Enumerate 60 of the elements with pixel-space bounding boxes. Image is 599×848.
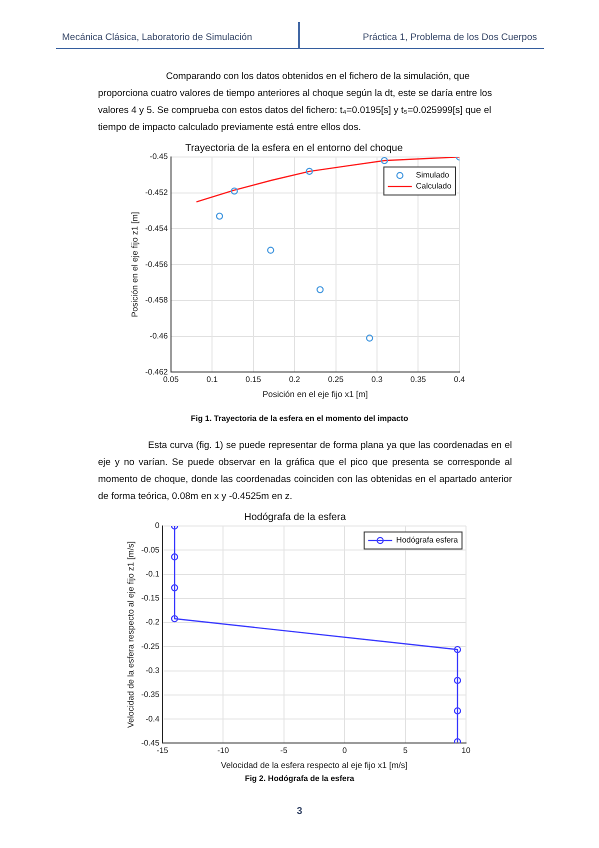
- x-tick-label: 0.3: [371, 375, 384, 384]
- x-tick-label: 10: [462, 746, 471, 756]
- y-tick-label: -0.35: [141, 690, 160, 700]
- point: [454, 646, 462, 654]
- point: [170, 553, 178, 560]
- y-tick-label: -0.1: [146, 569, 160, 578]
- x-axis-title: Posición en el eje fijo x1 [m]: [262, 389, 368, 400]
- chart-title: Trayectoria de la esfera en el entorno del choque: [185, 142, 404, 154]
- x-tick-label: 0: [342, 746, 348, 756]
- y-axis-title: Posición en el eje fijo z1 [m]: [129, 212, 140, 318]
- x-tick-label: 5: [403, 746, 408, 756]
- point: [366, 334, 374, 342]
- point: [454, 676, 462, 684]
- y-tick-label: -0.454: [145, 224, 168, 233]
- legend-label: Calculado: [416, 182, 452, 191]
- point: [306, 168, 313, 175]
- y-tick-label: -0.458: [145, 296, 168, 305]
- x-tick-label: 0.15: [246, 375, 262, 384]
- y-tick-label: -0.45: [141, 738, 160, 748]
- text: Mecánica Clásica, Laboratorio de Simulación: [62, 32, 252, 43]
- point: [380, 157, 388, 164]
- point: [230, 187, 238, 195]
- caption: Fig 2. Hodógrafa de la esfera: [244, 774, 356, 783]
- x-tick-label: 0.2: [288, 375, 301, 384]
- text: Comparando con los datos obtenidos en el fichero de la simulación, que proporciona cuatro valores de tiempo anteriores al choque según la dt, este se daría entre los valores 4 y 5. Se comprueba con estos datos del fichero: t₄=0.0195[s] y t₅=0.025999[s] que el tiempo de impacto calculado previamente está entre ellos dos.: [98, 70, 493, 135]
- x-tick-label: 0.25: [328, 375, 344, 384]
- y-tick-label: -0.4: [146, 714, 160, 724]
- y-tick-label: -0.462: [145, 367, 168, 376]
- x-tick-label: -5: [280, 746, 288, 756]
- text: Esta curva (fig. 1) se puede representar de forma plana ya que las coordenadas en el eje y no varían. Se puede observar en la gráfica que el pico que presenta se corresponde al momento de choque, donde las coordenadas coinciden con las obtenidas en el apartado anterior de forma teórica, 0.08m en x y -0.4525m en z.: [98, 439, 512, 504]
- point: [267, 246, 274, 254]
- text: Práctica 1, Problema de los Dos Cuerpos: [362, 32, 537, 43]
- y-tick-label: -0.05: [141, 545, 160, 554]
- x-tick-label: 0.1: [206, 375, 218, 384]
- y-tick-label: -0.2: [146, 618, 160, 627]
- y-tick-label: -0.456: [145, 260, 168, 269]
- x-tick-label: -10: [217, 746, 230, 756]
- y-tick-label: -0.46: [150, 332, 168, 341]
- y-axis-title: Velocidad de la esfera respecto al eje fijo z1 [m/s]: [125, 541, 136, 728]
- y-tick-label: -0.15: [141, 594, 160, 603]
- point: [216, 212, 224, 220]
- text: 3: [296, 806, 304, 817]
- y-tick-label: -0.452: [145, 188, 168, 198]
- point: [454, 707, 462, 714]
- y-tick-label: 0: [154, 521, 160, 530]
- point: [316, 286, 324, 294]
- x-tick-label: 0.05: [163, 375, 180, 384]
- y-tick-label: -0.25: [141, 642, 160, 651]
- legend-label: Simulado: [416, 170, 450, 180]
- caption: Fig 1. Trayectoria de la esfera en el momento del impacto: [190, 414, 410, 423]
- x-tick-label: -15: [156, 746, 169, 756]
- y-tick-label: -0.3: [146, 666, 160, 676]
- point: [170, 584, 178, 592]
- x-axis-title: Velocidad de la esfera respecto al eje fijo x1 [m/s]: [220, 760, 408, 770]
- chart-title: Hodógrafa de la esfera: [244, 512, 346, 523]
- point: [170, 615, 178, 622]
- y-tick-label: -0.45: [150, 152, 168, 162]
- legend-label: Hodógrafa esfera: [396, 536, 459, 545]
- x-tick-label: 0.4: [454, 375, 466, 384]
- x-tick-label: 0.35: [410, 375, 427, 384]
